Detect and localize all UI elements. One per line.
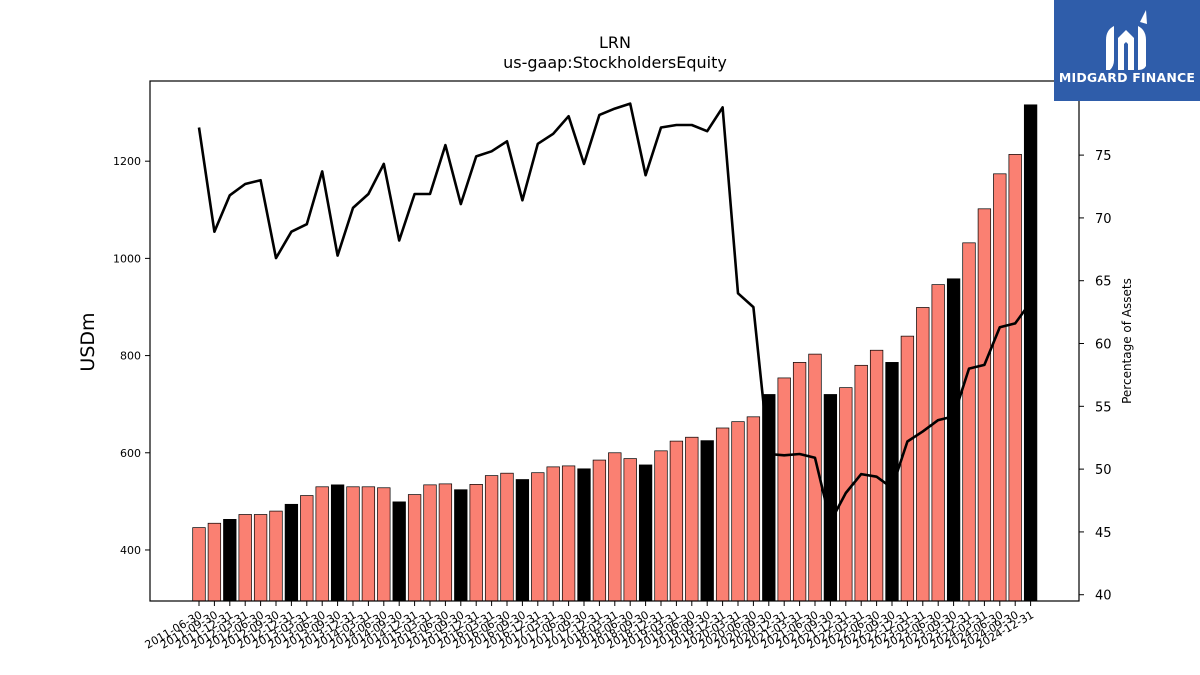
bar: [300, 495, 314, 602]
chart-subtitle: us-gaap:StockholdersEquity: [503, 53, 727, 72]
bar: [608, 452, 622, 602]
bar: [654, 450, 668, 602]
y2-tick-label: 60: [1095, 338, 1112, 353]
y2-tick-label: 55: [1095, 400, 1112, 415]
y2-tick-label: 50: [1095, 463, 1112, 478]
bar: [762, 394, 776, 602]
bar: [931, 284, 945, 602]
y-tick-label: 400: [120, 544, 141, 557]
x-axis-ticks: 2011-06-302011-09-302011-12-312012-03-31…: [143, 601, 1036, 652]
bar: [669, 440, 684, 602]
y-axis-label: USDm: [77, 312, 99, 371]
bar: [269, 510, 283, 602]
bar: [1023, 104, 1038, 602]
bar: [484, 475, 499, 602]
line-series: [197, 102, 1032, 524]
y2-tick-label: 40: [1095, 589, 1112, 604]
bar: [777, 377, 791, 602]
bar: [223, 519, 237, 602]
bar: [715, 427, 730, 602]
bar: [392, 501, 406, 602]
brand-logo: MIDGARD FINANCE: [1054, 0, 1200, 101]
bar: [592, 459, 607, 602]
bar: [315, 486, 329, 602]
bar: [685, 436, 699, 602]
bar: [700, 440, 714, 602]
y-tick-label: 1000: [113, 252, 141, 265]
right-axis-ticks: 40 45 50 55 60 65 70 75: [1079, 149, 1112, 604]
y2-tick-label: 75: [1095, 149, 1112, 164]
bar: [546, 466, 560, 602]
bar: [346, 486, 360, 602]
bar: [253, 514, 268, 602]
bar: [361, 486, 376, 602]
y2-tick-label: 65: [1095, 275, 1112, 290]
bar: [561, 465, 576, 602]
bar: [946, 278, 961, 602]
bar: [192, 527, 206, 602]
y-tick-label: 800: [120, 350, 141, 363]
bar: [377, 487, 391, 602]
bar: [531, 472, 545, 602]
bar: [962, 242, 976, 602]
bar: [407, 494, 422, 602]
brand-name: MIDGARD FINANCE: [1058, 70, 1196, 85]
left-axis-ticks: 400 600 800 1000 1200: [113, 155, 150, 557]
bar: [515, 479, 530, 602]
bar: [977, 208, 992, 602]
bar: [792, 362, 807, 602]
bar: [500, 472, 514, 602]
bar: [638, 464, 653, 602]
bar: [238, 514, 252, 602]
y-tick-label: 600: [120, 447, 141, 460]
bar: [823, 394, 838, 602]
bar: [577, 468, 591, 602]
bar: [423, 484, 437, 602]
bar: [330, 484, 345, 602]
bar: [885, 362, 899, 602]
percentage-line: [197, 102, 1032, 524]
bar: [900, 335, 915, 602]
bar: [916, 307, 930, 602]
bar: [854, 364, 868, 602]
midgard-m-logo-icon: [1106, 10, 1147, 70]
y-tick-label: 1200: [113, 155, 141, 168]
bar: [731, 421, 745, 602]
bar: [469, 484, 483, 602]
y2-tick-label: 45: [1095, 526, 1112, 541]
bar: [438, 483, 453, 602]
bar: [623, 458, 637, 602]
y2-axis-label: Percentage of Assets: [1120, 278, 1134, 404]
bar: [207, 522, 222, 602]
bar: [1008, 154, 1022, 602]
bar: [284, 503, 299, 602]
bar: [993, 173, 1007, 602]
chart-title: LRN: [599, 33, 631, 52]
y2-tick-label: 70: [1095, 212, 1112, 227]
bar: [746, 416, 761, 602]
bar: [454, 489, 468, 602]
